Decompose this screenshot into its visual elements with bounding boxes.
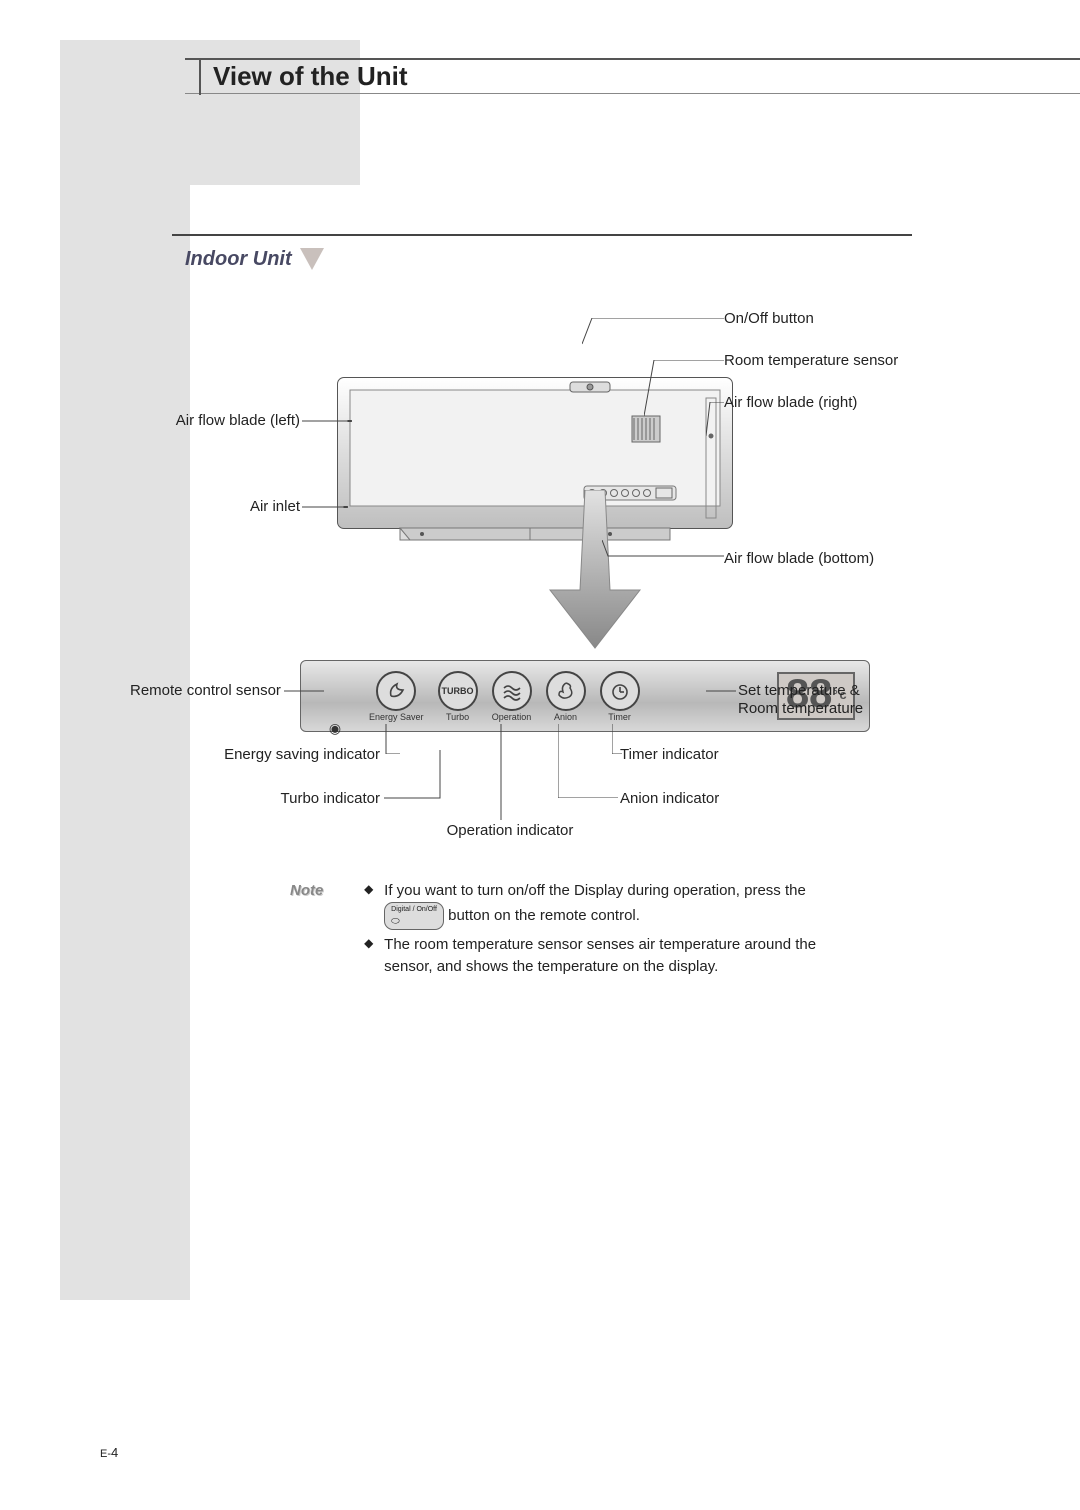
label-room-temp-sensor: Room temperature sensor (724, 352, 898, 369)
operation-label: Operation (492, 712, 532, 722)
subheading-row: Indoor Unit (185, 246, 326, 272)
panel-diagram: ◉ Energy Saver TURBO Turbo Operation Ani… (150, 650, 940, 870)
label-timer: Timer indicator (620, 746, 719, 763)
note-item-1: If you want to turn on/off the Display d… (364, 880, 834, 930)
triangle-icon (298, 246, 326, 272)
anion-label: Anion (554, 712, 577, 722)
note-item-2: The room temperature sensor senses air t… (364, 934, 834, 978)
remote-sensor-icon: ◉ (315, 655, 355, 737)
label-remote-sensor: Remote control sensor (130, 682, 280, 699)
subheading-text: Indoor Unit (185, 248, 292, 271)
turbo-label: Turbo (446, 712, 469, 722)
note-label: Note (290, 880, 360, 902)
page-number: E-4 (100, 1445, 118, 1460)
timer-indicator: Timer (600, 671, 640, 722)
title-divider (199, 59, 201, 95)
label-air-inlet: Air inlet (150, 498, 300, 515)
label-energy-saving: Energy saving indicator (190, 746, 380, 763)
anion-indicator: Anion (546, 671, 586, 722)
operation-indicator: Operation (492, 671, 532, 722)
page-title: View of the Unit (213, 61, 408, 92)
note-list: If you want to turn on/off the Display d… (364, 880, 834, 981)
page-num-val: 4 (111, 1445, 118, 1460)
zoom-arrow-icon (530, 490, 660, 650)
turbo-indicator: TURBO Turbo (438, 671, 478, 722)
label-operation: Operation indicator (420, 822, 600, 839)
page-prefix: E- (100, 1448, 111, 1460)
note-block: Note If you want to turn on/off the Disp… (290, 880, 850, 981)
energy-saver-indicator: Energy Saver (369, 671, 424, 722)
note-1a: If you want to turn on/off the Display d… (384, 882, 806, 899)
remote-btn-label: Digital / On/Off (391, 904, 437, 916)
label-anion: Anion indicator (620, 790, 719, 807)
label-air-flow-right: Air flow blade (right) (724, 394, 857, 411)
energy-label: Energy Saver (369, 712, 424, 722)
note-1b: button on the remote control. (448, 907, 640, 924)
label-air-flow-bottom: Air flow blade (bottom) (724, 550, 874, 567)
label-set-temp-2: Room temperature (738, 700, 863, 717)
label-on-off: On/Off button (724, 310, 814, 327)
title-bar: View of the Unit (185, 58, 1080, 94)
label-turbo: Turbo indicator (230, 790, 380, 807)
label-air-flow-left: Air flow blade (left) (150, 412, 300, 429)
rule-top (172, 234, 912, 236)
remote-button-icon: Digital / On/Off ⬭ (384, 902, 444, 930)
label-set-temp-1: Set temperature & (738, 682, 860, 699)
timer-label: Timer (608, 712, 631, 722)
